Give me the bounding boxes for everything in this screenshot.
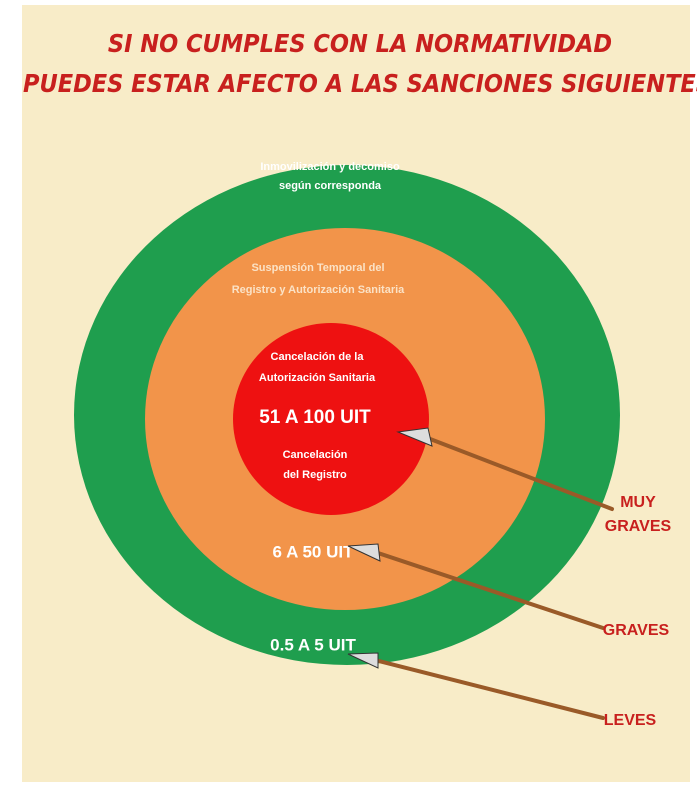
level-label: GRAVES bbox=[603, 622, 670, 639]
ring-text: Cancelación bbox=[283, 449, 348, 461]
diagram: SI NO CUMPLES CON LA NORMATIVIDAD PUEDES… bbox=[0, 0, 697, 782]
amount: 51 A 100 UIT bbox=[259, 407, 371, 428]
page: SI NO CUMPLES CON LA NORMATIVIDAD PUEDES… bbox=[0, 0, 697, 782]
ring-text: del Registro bbox=[283, 469, 347, 481]
level-label: MUY bbox=[620, 494, 656, 511]
title-line: SI NO CUMPLES CON LA NORMATIVIDAD bbox=[108, 29, 612, 58]
ring-text: Suspensión Temporal del bbox=[251, 262, 384, 274]
ring-text: según corresponda bbox=[279, 180, 382, 192]
level-label: LEVES bbox=[604, 712, 657, 729]
ring-text: Autorización Sanitaria bbox=[259, 372, 376, 384]
title-line: PUEDES ESTAR AFECTO A LAS SANCIONES SIGU… bbox=[23, 69, 697, 98]
ring-text: Inmovilización y decomiso bbox=[260, 161, 400, 173]
ring-text: Registro y Autorización Sanitaria bbox=[232, 284, 405, 296]
amount: 0.5 A 5 UIT bbox=[270, 635, 356, 654]
ring-text: Cancelación de la bbox=[271, 351, 365, 363]
level-label: GRAVES bbox=[605, 518, 672, 535]
amount: 6 A 50 UIT bbox=[273, 542, 355, 561]
